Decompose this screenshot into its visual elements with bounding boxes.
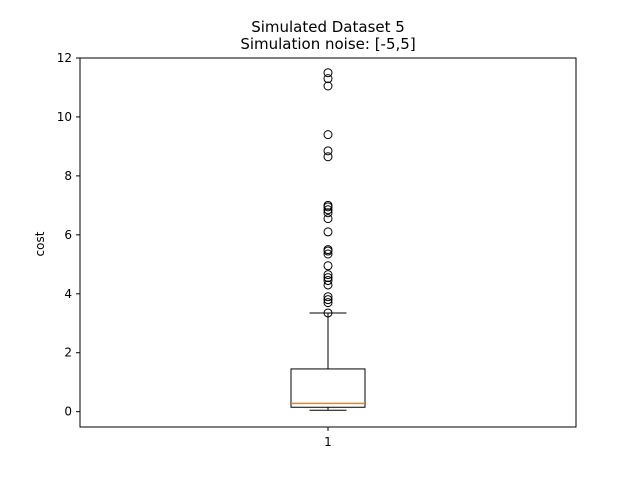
y-tick-label: 4 — [64, 287, 72, 301]
chart-subtitle: Simulation noise: [-5,5] — [240, 35, 415, 53]
iqr-box — [290, 368, 366, 408]
y-tick-label: 8 — [64, 169, 72, 183]
outlier-point — [323, 214, 333, 224]
outlier-point — [323, 205, 333, 215]
outlier-point — [323, 130, 333, 140]
outlier-point — [323, 146, 333, 156]
outlier-point — [323, 249, 333, 259]
outlier-point — [323, 308, 333, 318]
outlier-point — [323, 298, 333, 308]
outlier-point — [323, 81, 333, 91]
y-tick-label: 6 — [64, 228, 72, 242]
outlier-point — [323, 292, 333, 302]
y-tick-label: 12 — [57, 51, 72, 65]
plot-area: 0 2 4 6 8 10 12 1 — [57, 51, 577, 449]
y-tick-label: 10 — [57, 110, 72, 124]
outlier-point — [323, 261, 333, 271]
outlier-point — [323, 245, 333, 255]
outlier-point — [323, 227, 333, 237]
outlier-point — [323, 273, 333, 283]
outlier-point — [323, 208, 333, 218]
outlier-point — [323, 280, 333, 290]
outlier-point — [323, 68, 333, 78]
outlier-point — [323, 200, 333, 210]
outlier-point — [323, 270, 333, 280]
outlier-point — [323, 295, 333, 305]
outlier-point — [323, 152, 333, 162]
outlier-point — [323, 276, 333, 286]
chart-title: Simulated Dataset 5 — [251, 18, 405, 36]
y-axis-label: cost — [33, 231, 47, 256]
axes-frame — [79, 57, 577, 428]
x-tick-label: 1 — [324, 435, 332, 449]
outlier-point — [323, 74, 333, 84]
y-tick-label: 2 — [64, 346, 72, 360]
y-tick-label: 0 — [64, 405, 72, 419]
